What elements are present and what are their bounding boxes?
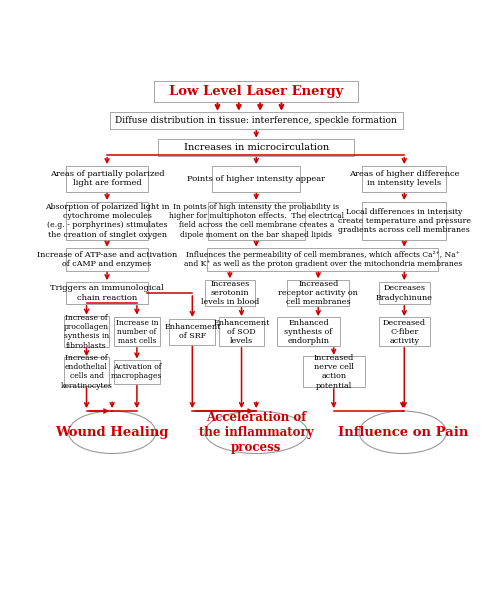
Text: Acceleration of
the inflammatory
process: Acceleration of the inflammatory process xyxy=(199,411,314,454)
FancyBboxPatch shape xyxy=(154,81,358,102)
FancyBboxPatch shape xyxy=(64,357,110,386)
Text: Influences the permeability of cell membranes, which affects Ca²⁺, Na⁺
and K⁺ as: Influences the permeability of cell memb… xyxy=(184,251,462,268)
Text: Increase of
endothelial
cells and
keratinocytes: Increase of endothelial cells and kerati… xyxy=(60,354,112,390)
FancyBboxPatch shape xyxy=(362,166,446,192)
FancyBboxPatch shape xyxy=(66,166,148,192)
FancyBboxPatch shape xyxy=(302,356,365,387)
Text: Wound Healing: Wound Healing xyxy=(56,426,169,439)
FancyBboxPatch shape xyxy=(362,202,446,240)
Text: Enhancement
of SOD
levels: Enhancement of SOD levels xyxy=(214,319,270,345)
Text: Decreases
Bradychinune: Decreases Bradychinune xyxy=(376,284,433,302)
Text: Increases
serotonin
levels in blood: Increases serotonin levels in blood xyxy=(201,280,259,306)
FancyBboxPatch shape xyxy=(114,360,160,384)
Text: Enhancement
of SRF: Enhancement of SRF xyxy=(164,323,220,340)
Text: Decreased
C-fiber
activity: Decreased C-fiber activity xyxy=(383,319,426,345)
FancyBboxPatch shape xyxy=(110,112,403,129)
Text: Increased
receptor activity on
cell membranes: Increased receptor activity on cell memb… xyxy=(278,280,358,306)
Text: Activation of
macrophages: Activation of macrophages xyxy=(111,364,162,381)
Text: Areas of partially polarized
light are formed: Areas of partially polarized light are f… xyxy=(50,170,164,188)
Ellipse shape xyxy=(359,411,446,454)
Text: Triggers an immunological
chain reaction: Triggers an immunological chain reaction xyxy=(50,284,164,302)
Text: Enhanced
synthesis of
endorphin: Enhanced synthesis of endorphin xyxy=(284,319,333,345)
FancyBboxPatch shape xyxy=(158,139,354,156)
Text: Increased
nerve cell
action
potential: Increased nerve cell action potential xyxy=(314,354,354,390)
FancyBboxPatch shape xyxy=(287,280,350,306)
Text: Increase in
number of
mast cells: Increase in number of mast cells xyxy=(116,319,158,345)
Text: Increase of
procollagen
synthesis in
fibroblasts: Increase of procollagen synthesis in fib… xyxy=(64,314,109,349)
Text: Diffuse distribution in tissue: interference, speckle formation: Diffuse distribution in tissue: interfer… xyxy=(116,116,397,125)
FancyBboxPatch shape xyxy=(278,318,340,346)
Text: Increases in microcirculation: Increases in microcirculation xyxy=(184,143,329,152)
Ellipse shape xyxy=(68,411,156,454)
Text: Areas of higher difference
in intensity levels: Areas of higher difference in intensity … xyxy=(349,170,460,188)
FancyBboxPatch shape xyxy=(208,248,438,271)
FancyBboxPatch shape xyxy=(170,319,215,345)
Ellipse shape xyxy=(205,411,308,454)
Text: Absorption of polarized light in
cytochrome molecules
(e.g. - porphyrines) stimu: Absorption of polarized light in cytochr… xyxy=(45,203,170,238)
FancyBboxPatch shape xyxy=(66,282,148,305)
FancyBboxPatch shape xyxy=(204,280,256,306)
Text: Influence on Pain: Influence on Pain xyxy=(338,426,468,439)
Text: Low Level Laser Energy: Low Level Laser Energy xyxy=(169,85,344,98)
FancyBboxPatch shape xyxy=(114,318,160,346)
FancyBboxPatch shape xyxy=(66,202,148,240)
Text: Points of higher intensity appear: Points of higher intensity appear xyxy=(187,175,326,183)
Text: In points of high intensity the probability is
higher for multiphoton effects.  : In points of high intensity the probabil… xyxy=(169,203,344,238)
FancyBboxPatch shape xyxy=(218,318,264,346)
FancyBboxPatch shape xyxy=(66,248,148,271)
Text: Local differences in intensity
create temperature and pressure
gradients across : Local differences in intensity create te… xyxy=(338,208,471,234)
FancyBboxPatch shape xyxy=(379,318,430,346)
FancyBboxPatch shape xyxy=(212,166,300,192)
Text: Increase of ATP-ase and activation
of cAMP and enzymes: Increase of ATP-ase and activation of cA… xyxy=(37,251,177,268)
FancyBboxPatch shape xyxy=(208,202,305,240)
FancyBboxPatch shape xyxy=(379,282,430,305)
FancyBboxPatch shape xyxy=(64,316,110,348)
